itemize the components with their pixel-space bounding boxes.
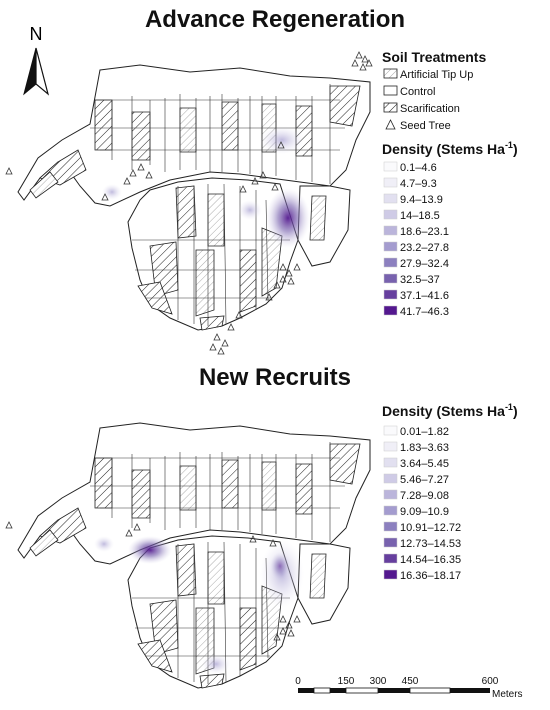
map-new-recruits — [5, 422, 371, 689]
legend-swatch-scarification — [383, 102, 398, 113]
legend-heading-density: Density (Stems Ha-1) — [382, 140, 518, 157]
legend-density-swatch — [383, 521, 398, 532]
legend-heading-soil: Soil Treatments — [382, 49, 486, 65]
seed-tree-symbols — [5, 51, 373, 355]
legend-density-swatch — [383, 257, 398, 268]
legend-density-swatch — [383, 553, 398, 564]
legend-item-seed-tree: Seed Tree — [400, 120, 451, 132]
legend-density-swatch — [383, 225, 398, 236]
density-hotspot — [266, 188, 310, 248]
legend-density-label: 10.91–12.72 — [400, 522, 461, 534]
legend-density-label: 12.73–14.53 — [400, 538, 461, 550]
legend-density-classes: 0.1–4.6 4.7–9.3 9.4–13.9 14–18.5 18.6–23.1 23… — [383, 161, 449, 318]
legend-density-swatch — [383, 505, 398, 516]
legend-swatch-control — [383, 85, 398, 96]
legend-density-label: 1.83–3.63 — [400, 442, 449, 454]
scale-tick-label: 600 — [482, 676, 499, 687]
density-hotspot — [202, 654, 230, 674]
legend-density-swatch — [383, 289, 398, 300]
legend-density-swatch — [383, 537, 398, 548]
legend-density-swatch — [383, 241, 398, 252]
legend-density-swatch — [383, 305, 398, 316]
scale-tick-label: 300 — [370, 676, 387, 687]
legend-density-swatch — [383, 473, 398, 484]
density-hotspot — [238, 200, 262, 220]
scale-tick-label: 450 — [402, 676, 419, 687]
legend-density-swatch — [383, 273, 398, 284]
legend-density-swatch — [383, 441, 398, 452]
seed-tree-symbols — [5, 521, 301, 641]
legend-seed-tree-icon — [385, 119, 396, 130]
density-hotspot — [94, 536, 114, 552]
legend-density-swatch — [383, 425, 398, 436]
density-hotspot — [128, 536, 172, 564]
legend-advance: Soil Treatments Artificial Tip Up Contro… — [382, 49, 518, 318]
legend-density-label: 37.1–41.6 — [400, 290, 449, 302]
scale-tick-label: 0 — [295, 676, 301, 687]
legend-density-swatch — [383, 569, 398, 580]
legend-density-label: 0.1–4.6 — [400, 162, 437, 174]
scale-bar: 0 150 300 450 600 Meters — [295, 676, 522, 700]
legend-density-label: 14–18.5 — [400, 210, 440, 222]
legend-density-swatch — [383, 193, 398, 204]
legend-density-label: 14.54–16.35 — [400, 554, 461, 566]
legend-item-scarification: Scarification — [400, 103, 460, 115]
legend-density-label: 3.64–5.45 — [400, 458, 449, 470]
legend-swatch-tipup — [383, 68, 398, 79]
map-title-recruits: New Recruits — [198, 364, 352, 391]
legend-density-label: 18.6–23.1 — [400, 226, 449, 238]
density-hotspot — [270, 552, 290, 580]
legend-density-swatch — [383, 209, 398, 220]
map-advance-regeneration — [5, 51, 373, 355]
density-hotspot — [102, 184, 122, 200]
legend-density-label: 4.7–9.3 — [400, 178, 437, 190]
scale-tick-label: 150 — [338, 676, 355, 687]
legend-density-swatch — [383, 177, 398, 188]
legend-item-control: Control — [400, 86, 435, 98]
map-title-advance: Advance Regeneration — [144, 6, 406, 33]
scale-unit: Meters — [492, 689, 523, 700]
legend-recruits: Density (Stems Ha-1) 0.01–1.82 1.83–3.63 3… — [382, 402, 518, 582]
legend-density-label: 5.46–7.27 — [400, 474, 449, 486]
density-hotspot — [260, 126, 304, 154]
legend-density-swatch — [383, 457, 398, 468]
legend-density-swatch — [383, 489, 398, 500]
legend-density-classes: 0.01–1.82 1.83–3.63 3.64–5.45 5.46–7.27 7.28… — [383, 425, 461, 582]
legend-density-label: 16.36–18.17 — [400, 570, 461, 582]
legend-density-label: 9.4–13.9 — [400, 194, 443, 206]
legend-density-label: 23.2–27.8 — [400, 242, 449, 254]
north-arrow: N — [23, 24, 50, 96]
legend-density-label: 7.28–9.08 — [400, 490, 449, 502]
legend-density-label: 41.7–46.3 — [400, 306, 449, 318]
north-label: N — [30, 24, 43, 44]
legend-heading-density: Density (Stems Ha-1) — [382, 402, 518, 419]
legend-density-swatch — [383, 161, 398, 172]
legend-density-label: 9.09–10.9 — [400, 506, 449, 518]
legend-density-label: 0.01–1.82 — [400, 426, 449, 438]
legend-density-label: 27.9–32.4 — [400, 258, 449, 270]
legend-density-label: 32.5–37 — [400, 274, 440, 286]
legend-item-tipup: Artificial Tip Up — [400, 69, 473, 81]
